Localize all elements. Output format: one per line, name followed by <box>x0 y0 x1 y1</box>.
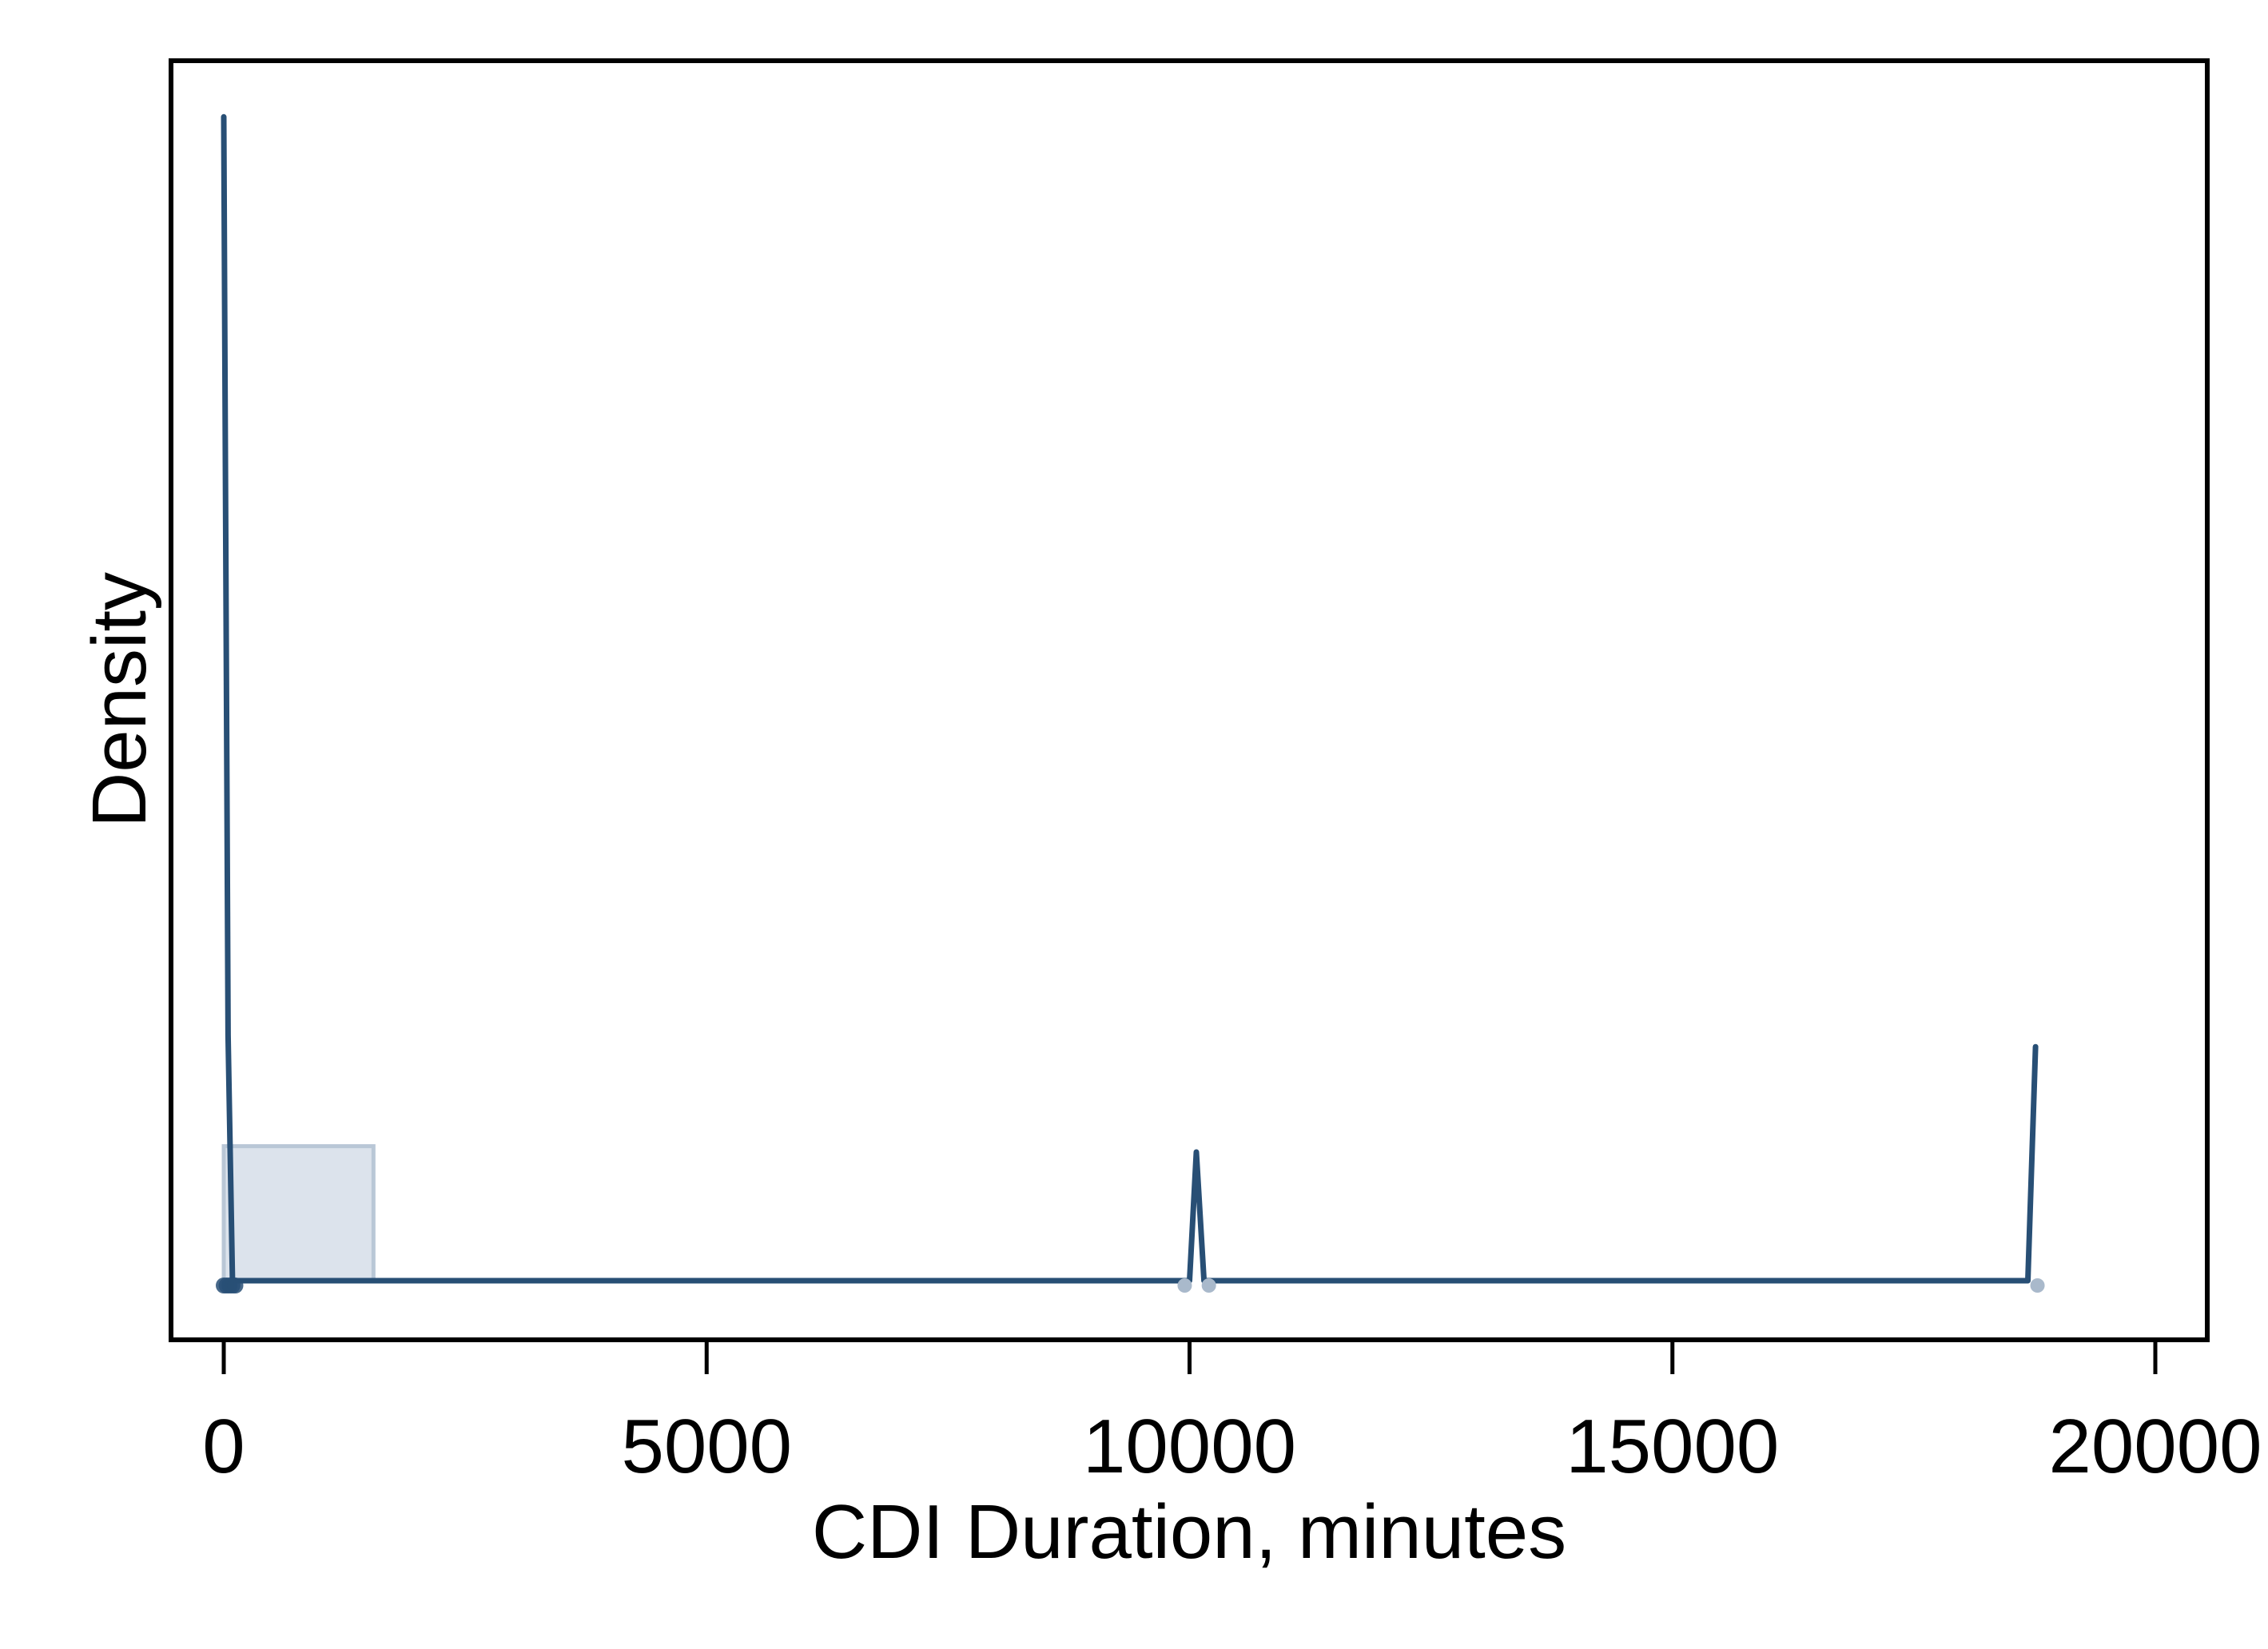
observation-point <box>2030 1278 2045 1293</box>
x-tick-label: 15000 <box>1566 1404 1779 1489</box>
x-axis-title: CDI Duration, minutes <box>812 1489 1566 1575</box>
x-tick-label: 5000 <box>621 1404 792 1489</box>
x-tick-label: 10000 <box>1083 1404 1296 1489</box>
observation-markers <box>216 1277 2045 1293</box>
y-axis-title: Density <box>77 572 162 828</box>
observation-point <box>1201 1278 1216 1293</box>
observation-point <box>1177 1278 1192 1293</box>
x-axis-ticks: 0 5000 10000 15000 20000 <box>202 1342 2262 1489</box>
histogram-bar <box>221 1144 376 1283</box>
x-tick-label: 0 <box>202 1404 245 1489</box>
histogram-bars <box>221 1144 376 1283</box>
observation-point <box>227 1277 244 1293</box>
plot-frame <box>169 58 2210 1342</box>
x-tick-label: 20000 <box>2049 1404 2262 1489</box>
